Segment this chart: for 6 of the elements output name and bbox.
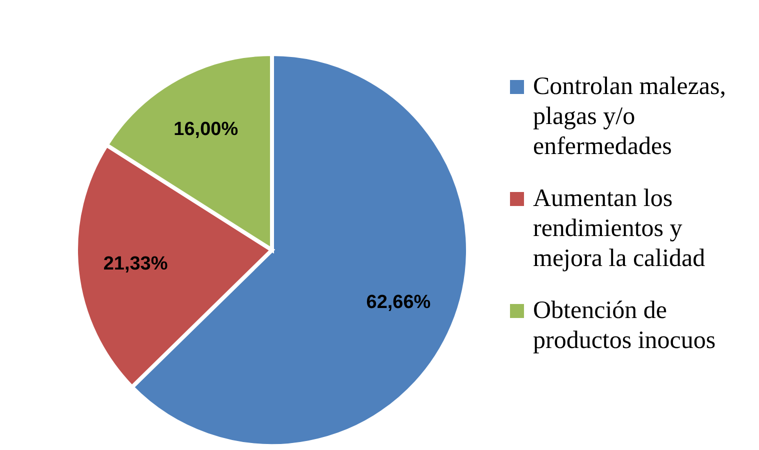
data-label: 16,00% — [174, 118, 238, 140]
legend-entry: Aumentan los rendimientos y mejora la calidad — [510, 184, 706, 272]
legend-entry: Obtención de productos inocuos — [510, 296, 716, 354]
data-label: 21,33% — [103, 253, 168, 274]
legend-entry: Controlan malezas, plagas y/o enfermedades — [510, 72, 726, 160]
data-label: 62,66% — [366, 292, 431, 314]
